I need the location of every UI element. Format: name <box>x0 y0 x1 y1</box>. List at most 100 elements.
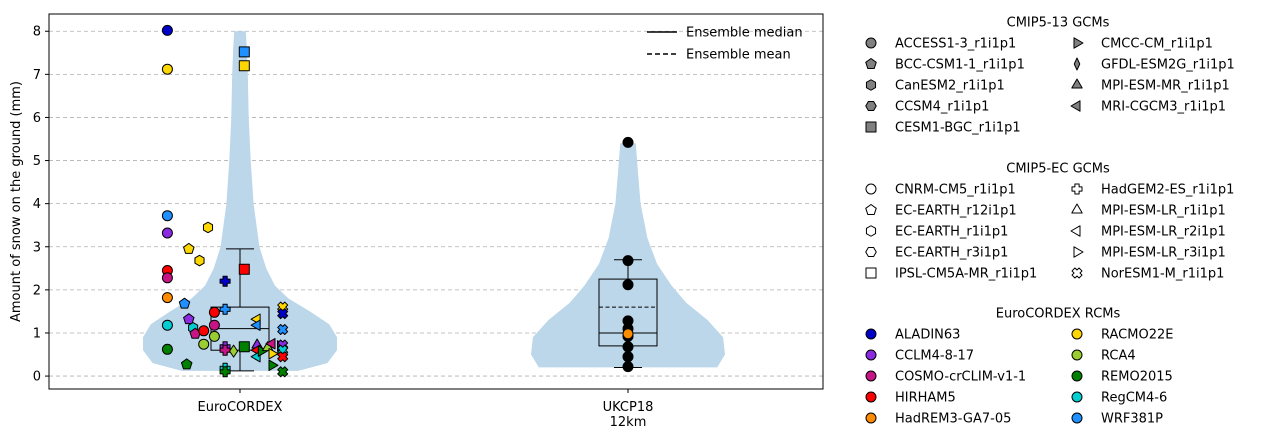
legend-marker <box>1071 78 1083 89</box>
legend-label: REMO2015 <box>1101 370 1173 385</box>
line-legend-label: Ensemble median <box>686 26 803 41</box>
eurocordex-point <box>238 341 250 353</box>
ukcp18-point <box>622 351 634 363</box>
y-tick-label: 2 <box>33 283 41 298</box>
legend-block: EuroCORDEX RCMs ALADIN63 CCLM4-8-17 COSMO-c… <box>865 307 1173 427</box>
eurocordex-point <box>268 359 279 371</box>
legend-label: NorESM1-M_r1i1p1 <box>1101 267 1224 282</box>
line-legend: Ensemble median Ensemble mean <box>647 26 803 63</box>
eurocordex-point <box>178 297 191 309</box>
legend-marker <box>865 79 877 91</box>
legend-marker <box>865 100 877 112</box>
legend-marker <box>1071 370 1083 382</box>
eurocordex-point <box>238 46 250 58</box>
legend-label: HIRHAM5 <box>895 391 956 406</box>
legend-label: HadGEM2-ES_r1i1p1 <box>1101 183 1234 198</box>
legend-label: EC-EARTH_r1i1p1 <box>895 225 1008 240</box>
eurocordex-point <box>183 313 195 325</box>
x-tick-label: EuroCORDEX <box>198 400 283 415</box>
eurocordex-point <box>198 325 210 337</box>
legend-label: RegCM4-6 <box>1101 391 1167 406</box>
violins <box>143 31 725 371</box>
legend-label: ALADIN63 <box>895 328 960 343</box>
eurocordex-point <box>183 242 195 254</box>
eurocordex-point <box>198 338 210 350</box>
ukcp18-point <box>622 328 634 340</box>
plot-frame <box>48 13 824 390</box>
eurocordex-point <box>208 319 220 331</box>
legend-marker <box>1070 100 1081 112</box>
line-legend-label: Ensemble mean <box>686 48 791 63</box>
legend-label: MRI-CGCM3_r1i1p1 <box>1101 100 1226 115</box>
eurocordex-point <box>277 323 289 336</box>
legend-marker <box>865 37 877 49</box>
legend-label: CCSM4_r1i1p1 <box>895 100 989 115</box>
legend-marker <box>1071 328 1083 340</box>
legend-label: RCA4 <box>1101 349 1136 364</box>
ukcp18-point <box>622 361 634 373</box>
eurocordex-point <box>161 343 173 355</box>
legend-label: MPI-ESM-LR_r3i1p1 <box>1101 246 1226 261</box>
eurocordex-point <box>277 308 289 320</box>
legend-label: CanESM2_r1i1p1 <box>895 79 1005 94</box>
data-points <box>161 24 634 378</box>
x-axis: EuroCORDEX UKCP18 12km <box>198 389 653 430</box>
legend-marker <box>865 121 877 133</box>
legend-marker <box>1071 349 1083 361</box>
legend-marker <box>1071 267 1083 279</box>
legend-marker <box>865 349 877 361</box>
legend-marker <box>865 412 877 424</box>
eurocordex-point <box>208 306 220 318</box>
legend-label: CESM1-BGC_r1i1p1 <box>895 121 1021 136</box>
y-axis: 0 1 2 3 4 5 6 7 8 <box>33 25 49 385</box>
eurocordex-point <box>268 348 279 360</box>
eurocordex-point <box>161 210 173 222</box>
legend-label: CMCC-CM_r1i1p1 <box>1101 37 1213 52</box>
legend-block: CMIP5-13 GCMs ACCESS1-3_r1i1p1 BCC-CSM1-1_… <box>865 16 1235 136</box>
legend-label: MPI-ESM-LR_r1i1p1 <box>1101 204 1226 219</box>
eurocordex-point <box>219 344 231 356</box>
eurocordex-point <box>219 303 231 315</box>
eurocordex-point <box>277 366 289 378</box>
eurocordex-point <box>194 254 205 267</box>
legend-marker <box>865 267 877 279</box>
eurocordex-point <box>238 263 250 275</box>
legend-marker <box>1073 37 1084 49</box>
eurocordex-point <box>208 330 220 342</box>
legend-label: CNRM-CM5_r1i1p1 <box>895 183 1016 198</box>
eurocordex-point <box>238 60 250 72</box>
eurocordex-point <box>219 366 231 378</box>
legend-label: IPSL-CM5A-MR_r1i1p1 <box>895 267 1037 282</box>
eurocordex-point <box>161 24 173 36</box>
y-tick-label: 3 <box>33 240 41 255</box>
ukcp18-point <box>622 341 634 353</box>
legend-label: ACCESS1-3_r1i1p1 <box>895 37 1016 52</box>
eurocordex-point <box>180 358 193 370</box>
legend-label: MPI-ESM-MR_r1i1p1 <box>1101 79 1230 94</box>
y-axis-label: Amount of snow on the ground (mm) <box>9 81 24 322</box>
legend-label: CCLM4-8-17 <box>895 349 974 364</box>
legend-title: EuroCORDEX RCMs <box>996 307 1121 322</box>
y-tick-label: 1 <box>33 326 41 341</box>
eurocordex-point <box>161 63 173 75</box>
eurocordex-point <box>161 319 173 331</box>
legend-label: MPI-ESM-LR_r2i1p1 <box>1101 225 1226 240</box>
legend-marker <box>1071 183 1083 195</box>
legend-label: COSMO-crCLIM-v1-1 <box>895 370 1026 385</box>
legend-marker <box>1073 246 1084 258</box>
legend-label: EC-EARTH_r12i1p1 <box>895 204 1017 219</box>
legend-marker <box>1071 203 1083 214</box>
legend-label: EC-EARTH_r3i1p1 <box>895 246 1008 261</box>
eurocordex-point <box>202 221 214 234</box>
legend-title: CMIP5-13 GCMs <box>1007 16 1110 31</box>
eurocordex-point <box>277 351 289 363</box>
eurocordex-point <box>265 338 276 350</box>
y-tick-label: 5 <box>33 154 41 169</box>
legend-label: GFDL-ESM2G_r1i1p1 <box>1101 58 1235 73</box>
eurocordex-point <box>250 319 261 331</box>
eurocordex-point <box>219 275 231 287</box>
legend-marker <box>865 204 877 215</box>
ukcp18-point <box>622 279 634 291</box>
